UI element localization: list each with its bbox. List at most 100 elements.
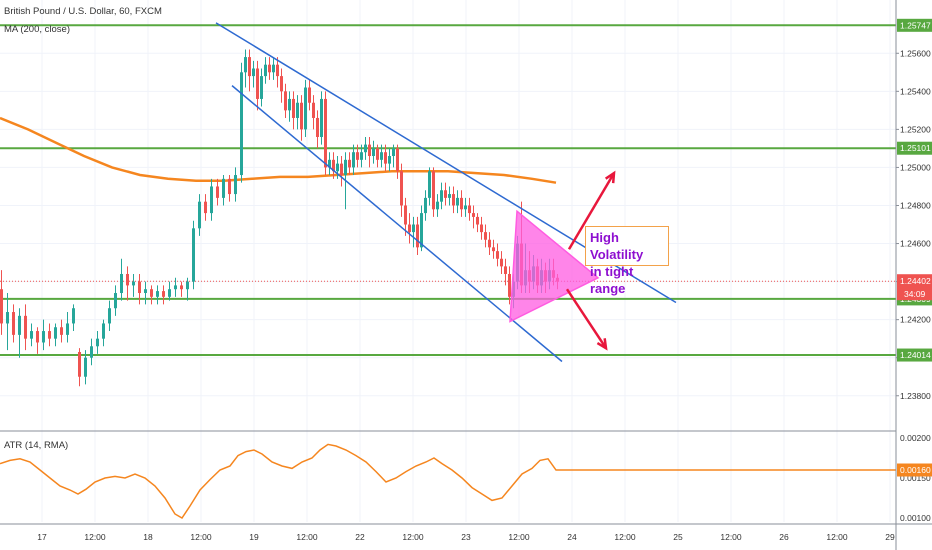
y-tick-label: 1.25200 (900, 124, 931, 134)
candle-up (168, 289, 171, 297)
candle-up (156, 291, 159, 297)
candle-down (126, 273, 129, 286)
candle-up (264, 64, 267, 77)
candle-down (400, 171, 403, 206)
candle-down (162, 291, 165, 297)
candle-down (368, 144, 371, 157)
candle-up (18, 315, 21, 335)
candle-down (404, 205, 407, 225)
candle-down (460, 197, 463, 210)
candle-up (328, 159, 331, 168)
candle-down (480, 224, 483, 233)
x-tick-label: 29 (885, 532, 895, 542)
candle-down (340, 163, 343, 176)
candle-up (304, 87, 307, 130)
annotation-high-volatility: High Volatility in tight range (585, 226, 669, 296)
level-tag (897, 348, 932, 362)
candle-down (476, 216, 479, 225)
candle-down (468, 205, 471, 214)
candle-down (312, 102, 315, 118)
candle-up (388, 156, 391, 164)
candle-up (96, 338, 99, 347)
x-tick-label: 12:00 (296, 532, 318, 542)
candle-up (222, 178, 225, 198)
candle-up (192, 228, 195, 282)
candle-down (216, 186, 219, 198)
candle-up (144, 289, 147, 294)
arrow-down-head (596, 338, 608, 351)
candle-up (392, 148, 395, 157)
candle-down (348, 159, 351, 168)
candle-down (78, 351, 81, 377)
candle-up (412, 224, 415, 233)
current-price-label: 1.24402 (900, 276, 931, 286)
candle-down (376, 148, 379, 160)
level-tag (897, 141, 932, 155)
candle-up (174, 285, 177, 290)
x-tick-label: 12:00 (508, 532, 530, 542)
x-tick-label: 24 (567, 532, 577, 542)
candle-up (260, 76, 263, 99)
candle-down (324, 98, 327, 168)
legend-title: British Pound / U.S. Dollar, 60, FXCM (4, 6, 162, 17)
candle-down (484, 232, 487, 240)
x-tick-label: 22 (355, 532, 365, 542)
horizontal-levels (0, 24, 896, 357)
candle-down (500, 258, 503, 267)
level-tag (897, 18, 932, 32)
x-tick-label: 12:00 (190, 532, 212, 542)
atr-line (0, 443, 900, 519)
candle-up (42, 331, 45, 343)
candle-down (24, 315, 27, 339)
level-tag-label: 1.25747 (900, 20, 931, 30)
atr-pane (0, 443, 900, 519)
candle-down (332, 159, 335, 172)
x-tick-label: 12:00 (720, 532, 742, 542)
candle-up (336, 163, 339, 172)
channel-lower-line (231, 85, 563, 363)
y-tick-label: 1.24800 (900, 200, 931, 210)
candle-down (308, 87, 311, 103)
x-tick-label: 17 (37, 532, 47, 542)
candle-up (102, 323, 105, 339)
atr-tick-label: 0.00200 (900, 433, 931, 443)
candle-down (36, 331, 39, 343)
candle-up (234, 175, 237, 195)
triangle-pattern (509, 209, 600, 323)
candle-up (436, 201, 439, 210)
candle-down (292, 98, 295, 118)
candle-up (364, 144, 367, 153)
atr-tick-label: 0.00100 (900, 513, 931, 523)
candle-up (320, 98, 323, 137)
candle-up (132, 281, 135, 286)
candle-up (90, 346, 93, 358)
annotation-line-1: High Volatility (590, 230, 644, 262)
candle-down (396, 148, 399, 172)
atr-value-label: 0.00160 (900, 465, 931, 475)
y-tick-label: 1.23800 (900, 391, 931, 401)
x-tick-label: 23 (461, 532, 471, 542)
candle-up (108, 308, 111, 324)
candle-up (210, 186, 213, 214)
y-tick-label: 1.25400 (900, 86, 931, 96)
candle-down (408, 224, 411, 233)
candle-down (508, 273, 511, 297)
candle-up (360, 152, 363, 160)
candle-up (30, 331, 33, 339)
candle-down (0, 289, 3, 324)
y-tick-label: 1.25600 (900, 48, 931, 58)
candle-down (280, 76, 283, 92)
candle-down (472, 213, 475, 217)
candle-down (504, 266, 507, 274)
grid (0, 0, 932, 522)
candle-down (488, 239, 491, 248)
x-tick-label: 12:00 (402, 532, 424, 542)
candle-up (66, 323, 69, 335)
x-tick-label: 12:00 (84, 532, 106, 542)
candle-up (344, 159, 347, 176)
candle-up (198, 201, 201, 229)
candle-down (150, 289, 153, 297)
candle-down (180, 285, 183, 290)
